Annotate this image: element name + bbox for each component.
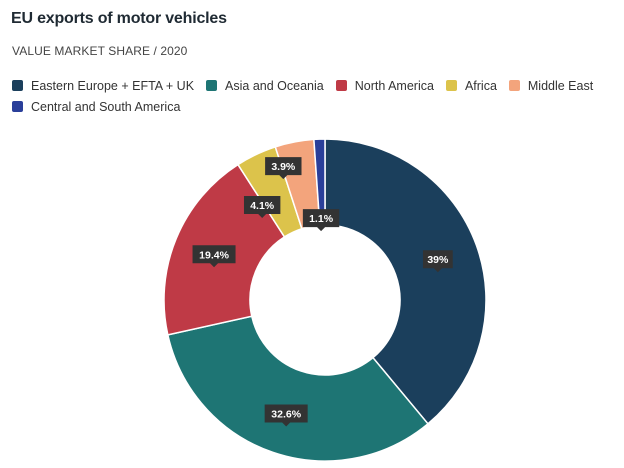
legend-label: North America (354, 78, 434, 93)
data-label-text: 1.1% (309, 213, 334, 225)
data-label-box (192, 245, 236, 268)
data-label-box (264, 404, 308, 427)
data-label: 32.6% (264, 404, 308, 427)
data-label: 3.9% (265, 157, 302, 180)
legend-item[interactable]: Middle East (508, 78, 594, 93)
legend-item[interactable]: Africa (445, 78, 497, 93)
chart-title: EU exports of motor vehicles (11, 10, 227, 27)
legend-label: Middle East (527, 78, 594, 93)
legend-swatch (12, 80, 23, 91)
legend-swatch (206, 80, 218, 91)
pie-slice[interactable] (324, 138, 487, 425)
legend-item[interactable]: Asia and Oceania (206, 78, 324, 93)
legend-swatch (445, 80, 457, 91)
legend-swatch (508, 80, 520, 91)
legend-label: Africa (464, 78, 497, 93)
chart-subtitle: VALUE MARKET SHARE / 2020 (12, 44, 188, 58)
data-label-text: 19.4% (199, 249, 229, 261)
legend-swatch (335, 80, 347, 91)
legend-item[interactable]: Central and South America (12, 99, 180, 114)
data-label-text: 32.6% (271, 409, 301, 421)
data-label-text: 39% (427, 254, 449, 266)
legend-label: Eastern Europe + EFTA + UK (31, 78, 195, 93)
data-label-box (422, 250, 453, 273)
data-label: 19.4% (192, 245, 236, 268)
legend-swatch (12, 101, 23, 112)
data-label-box (265, 157, 302, 180)
legend-item[interactable]: North America (335, 78, 434, 93)
data-label: 39% (422, 250, 453, 273)
legend-label: Asia and Oceania (225, 78, 324, 93)
data-label: 1.1% (302, 209, 340, 232)
pie-slice[interactable] (166, 315, 429, 462)
legend-label: Central and South America (31, 99, 181, 114)
data-label-text: 4.1% (250, 200, 275, 212)
legend-item[interactable]: Eastern Europe + EFTA + UK (12, 78, 194, 93)
data-label: 4.1% (243, 195, 281, 218)
data-label-box (243, 195, 281, 218)
data-label-box (302, 209, 340, 232)
chart-legend: Eastern Europe + EFTA + UK Asia and Ocean… (12, 78, 612, 114)
data-label-text: 3.9% (271, 161, 296, 173)
